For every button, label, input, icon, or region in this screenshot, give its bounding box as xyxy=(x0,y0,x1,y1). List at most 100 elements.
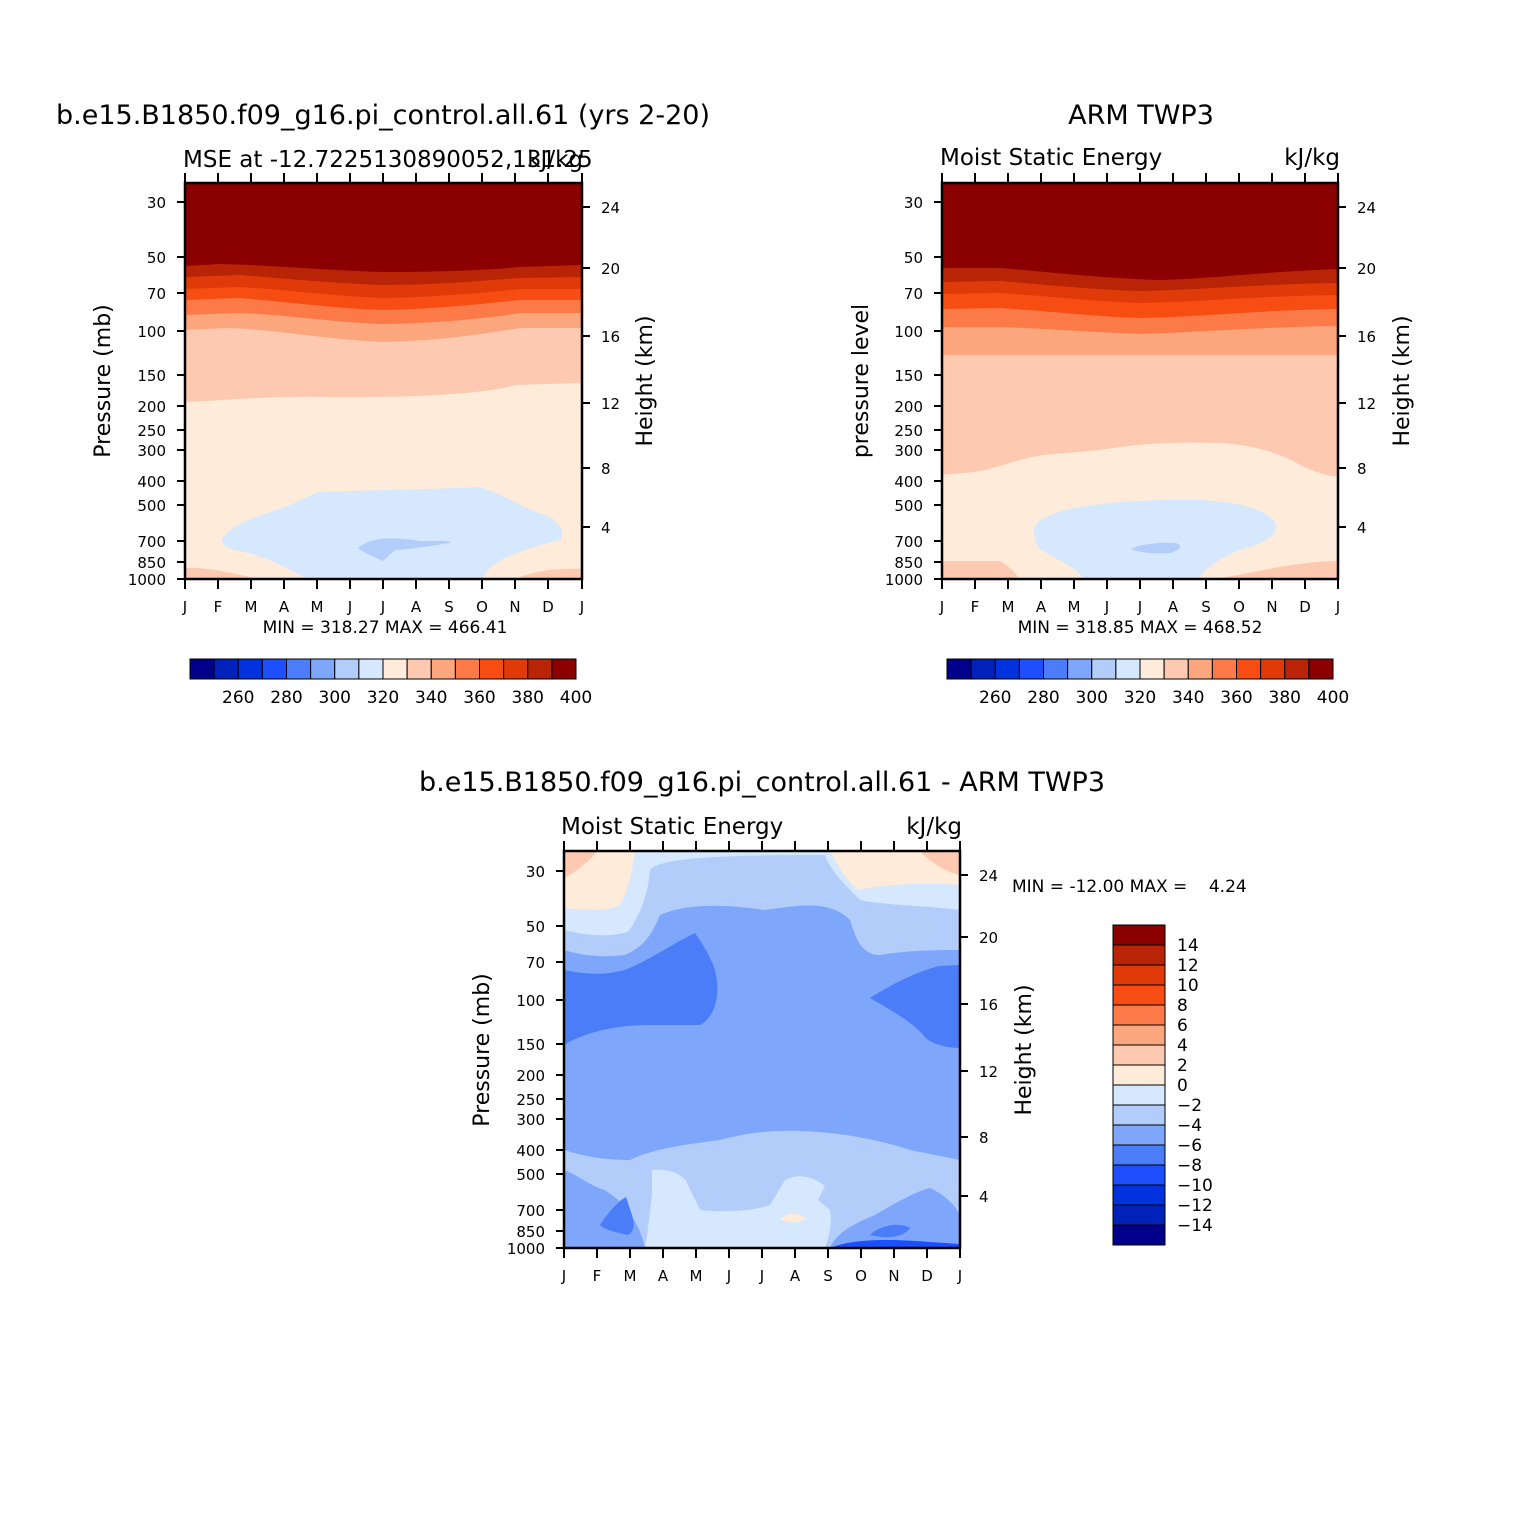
contour-band-400 xyxy=(185,183,582,272)
x-tick: S xyxy=(444,173,454,616)
colorbar-swatch xyxy=(946,658,972,680)
panel-diff-contour-field xyxy=(564,851,960,1248)
colorbar-swatch xyxy=(1112,944,1166,966)
colorbar-label: 8 xyxy=(1177,996,1188,1016)
panel-obs-subtitle-left: Moist Static Energy xyxy=(940,145,1162,171)
x-tick-label: J xyxy=(347,598,352,616)
y-tick: 150 xyxy=(137,367,185,385)
colorbar-label: 12 xyxy=(1177,956,1199,976)
x-tick-label: J xyxy=(939,598,944,616)
contour-band-2-upper-left xyxy=(564,851,598,878)
x-tick-label: J xyxy=(561,1267,566,1285)
y-right-tick: 12 xyxy=(960,1063,998,1081)
x-tick-label: J xyxy=(726,1267,731,1285)
x-tick: M xyxy=(1068,173,1080,616)
y-tick-label: 70 xyxy=(526,954,545,972)
y-tick-label: 500 xyxy=(516,1166,545,1184)
panel-model-subtitle-left: MSE at -12.7225130890052,131.25 xyxy=(183,147,593,173)
colorbar-label: 400 xyxy=(1317,688,1349,708)
x-tick: J xyxy=(579,173,584,616)
y-tick: 200 xyxy=(516,1067,564,1085)
y-tick: 200 xyxy=(137,398,185,416)
panel-model-y-axis: 30 50 70 100 150 200 250 300 400 500 700… xyxy=(128,194,185,589)
panel-model-minmax: MIN = 318.27 MAX = 466.41 xyxy=(263,618,508,638)
colorbar-label: 300 xyxy=(319,688,351,708)
x-tick-label: J xyxy=(957,1267,962,1285)
colorbar-swatch xyxy=(1187,658,1213,680)
y-right-tick: 12 xyxy=(1338,395,1376,413)
y-tick-label: 30 xyxy=(526,863,545,881)
colorbar-label: 280 xyxy=(1027,688,1059,708)
y-tick-label: 70 xyxy=(147,285,166,303)
x-tick: F xyxy=(214,173,223,616)
x-tick: A xyxy=(1036,173,1047,616)
y-tick: 300 xyxy=(137,442,185,460)
x-tick: A xyxy=(790,841,801,1285)
y-tick: 50 xyxy=(904,249,942,267)
x-tick: M xyxy=(311,173,323,616)
y-tick: 150 xyxy=(516,1036,564,1054)
panel-diff-subtitle-left: Moist Static Energy xyxy=(561,814,783,840)
x-tick: J xyxy=(1335,173,1340,616)
y-tick: 400 xyxy=(894,473,942,491)
y-tick-label: 100 xyxy=(894,323,923,341)
y-tick-label: 250 xyxy=(894,422,923,440)
x-tick: N xyxy=(509,173,521,616)
y-tick-label: 150 xyxy=(137,367,166,385)
y-tick: 850 xyxy=(516,1223,564,1241)
colorbar-swatch xyxy=(1115,658,1141,680)
y-right-tick-label: 24 xyxy=(979,867,998,885)
contour-band-0-lower xyxy=(780,1213,806,1223)
colorbar-label: −14 xyxy=(1177,1216,1213,1236)
contour-band-320 xyxy=(1033,499,1277,579)
panel-model-subtitle-right: kJ/kg xyxy=(527,147,583,173)
y-tick-label: 1000 xyxy=(885,571,923,589)
y-tick-label: 50 xyxy=(526,918,545,936)
y-tick-label: 1000 xyxy=(507,1240,545,1258)
colorbar-label: 2 xyxy=(1177,1056,1188,1076)
contour-band-320 xyxy=(222,487,563,579)
y-tick-label: 400 xyxy=(894,473,923,491)
x-tick-label: N xyxy=(888,1267,899,1285)
y-tick: 850 xyxy=(894,554,942,572)
x-tick-label: O xyxy=(1233,598,1245,616)
x-tick-label: J xyxy=(579,598,584,616)
x-tick-label: D xyxy=(921,1267,933,1285)
contour-band-minus2-lower xyxy=(645,1169,831,1248)
colorbar-swatch xyxy=(1112,984,1166,1006)
y-right-tick: 24 xyxy=(960,867,998,885)
y-right-tick: 20 xyxy=(960,929,998,947)
contour-band-minus8-lower-left xyxy=(600,1197,634,1235)
y-tick-label: 850 xyxy=(516,1223,545,1241)
colorbar-swatch xyxy=(1112,1164,1166,1186)
y-tick: 70 xyxy=(147,285,185,303)
x-tick: A xyxy=(411,173,422,616)
y-right-tick-label: 20 xyxy=(601,260,620,278)
colorbar-swatch xyxy=(994,658,1020,680)
colorbar-swatch xyxy=(1211,658,1237,680)
x-tick-label: J xyxy=(1104,598,1109,616)
colorbar-swatch xyxy=(1112,1144,1166,1166)
x-tick-label: D xyxy=(1299,598,1311,616)
x-tick: D xyxy=(921,841,933,1285)
colorbar-label: 400 xyxy=(560,688,592,708)
colorbar-label: 380 xyxy=(512,688,544,708)
y-tick-label: 100 xyxy=(137,323,166,341)
x-tick-label: J xyxy=(1137,598,1142,616)
colorbar-swatch xyxy=(310,658,336,680)
y-tick-label: 100 xyxy=(516,992,545,1010)
colorbar-swatch xyxy=(1284,658,1310,680)
x-tick-label: F xyxy=(214,598,223,616)
x-tick-label: O xyxy=(476,598,488,616)
y-tick-label: 150 xyxy=(516,1036,545,1054)
y-right-tick: 12 xyxy=(582,395,620,413)
x-tick: O xyxy=(855,841,867,1285)
colorbar-swatch xyxy=(1112,1064,1166,1086)
panel-obs-y-axis: 30 50 70 100 150 200 250 300 400 500 700… xyxy=(885,194,942,589)
x-tick-label: O xyxy=(855,1267,867,1285)
panel-obs-title: ARM TWP3 xyxy=(1068,100,1214,131)
colorbar-swatch xyxy=(382,658,408,680)
panel-obs: ARM TWP3 Moist Static Energy kJ/kg 30 50… xyxy=(849,100,1415,708)
y-tick-label: 500 xyxy=(894,497,923,515)
colorbar-swatch xyxy=(1112,1004,1166,1026)
